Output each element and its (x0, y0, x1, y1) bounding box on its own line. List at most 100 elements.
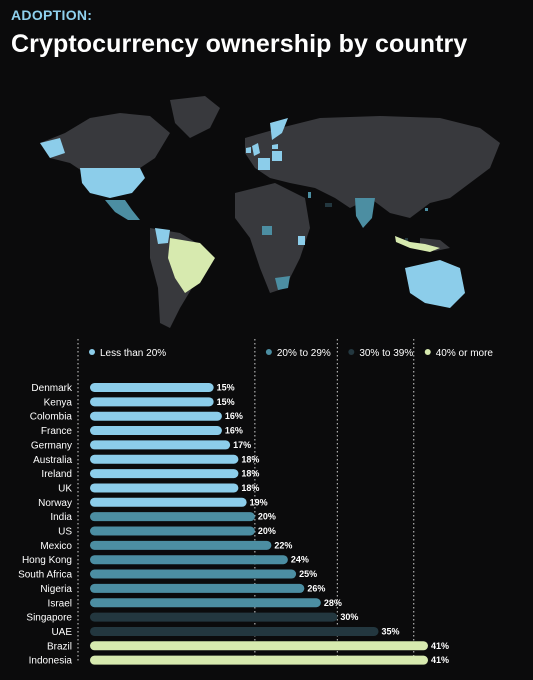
category-label: South Africa (18, 570, 72, 581)
bar (90, 655, 428, 665)
bar (90, 569, 297, 579)
value-label: 30% (340, 612, 358, 622)
category-label: France (41, 426, 73, 437)
bar (90, 483, 239, 493)
legend-swatch-2 (348, 349, 355, 355)
value-label: 16% (225, 411, 243, 421)
category-label: Australia (33, 455, 72, 466)
germany-shape (272, 151, 282, 161)
hong-kong-shape (425, 208, 428, 211)
land-default (40, 96, 500, 328)
category-label: Singapore (26, 613, 72, 624)
category-label: Ireland (41, 469, 72, 480)
legend-label-3: 40% or more (436, 348, 494, 359)
kenya-shape (298, 236, 305, 245)
kicker-label: ADOPTION: (11, 7, 93, 23)
singapore-shape (405, 238, 408, 241)
category-label: Israel (48, 598, 72, 609)
africa-shape (235, 183, 310, 293)
bar (90, 583, 305, 593)
legend-swatch-3 (424, 349, 431, 355)
legend: Less than 20% 20% to 29% 30% to 39% 40% or … (89, 348, 493, 359)
value-label: 20% (258, 512, 276, 522)
highlighted-countries (40, 118, 465, 308)
bar (90, 397, 214, 407)
value-label: 25% (299, 569, 317, 579)
category-label: Norway (38, 498, 72, 509)
bar (90, 469, 239, 479)
category-label: UAE (51, 627, 72, 638)
category-label: Nigeria (40, 584, 72, 595)
uk-shape (252, 143, 260, 156)
mexico-shape (105, 200, 140, 220)
alaska-shape (40, 138, 65, 158)
france-shape (258, 158, 270, 170)
us-shape (80, 168, 145, 198)
bar (90, 411, 222, 421)
ownership-bar-chart: Less than 20% 20% to 29% 30% to 39% 40% or … (18, 339, 493, 667)
category-label: India (50, 512, 72, 523)
category-label: Brazil (47, 641, 72, 652)
bar (90, 598, 321, 608)
legend-swatch-1 (265, 349, 272, 355)
colombia-shape (155, 228, 170, 244)
bar (90, 454, 239, 464)
value-label: 35% (382, 626, 400, 636)
value-label: 20% (258, 526, 276, 536)
bar (90, 497, 247, 507)
brazil-shape (168, 238, 215, 293)
category-label: UK (58, 483, 72, 494)
value-label: 18% (241, 469, 259, 479)
bar (90, 526, 255, 536)
legend-label-1: 20% to 29% (277, 348, 331, 359)
bar (90, 426, 222, 436)
north-america-shape (40, 113, 170, 198)
value-label: 15% (217, 383, 235, 393)
nigeria-shape (262, 226, 272, 235)
bar (90, 641, 428, 651)
value-label: 24% (291, 555, 309, 565)
value-label: 26% (307, 583, 325, 593)
value-label: 15% (217, 397, 235, 407)
category-label: Colombia (30, 412, 73, 423)
chart-title: Cryptocurrency ownership by country (11, 30, 468, 58)
bar (90, 626, 379, 636)
value-label: 19% (250, 497, 268, 507)
bar (90, 383, 214, 392)
bar (90, 512, 255, 522)
value-label: 41% (431, 655, 449, 665)
uae-shape (325, 203, 332, 207)
value-label: 22% (274, 540, 292, 550)
eurasia-shape (245, 116, 500, 218)
israel-shape (308, 192, 311, 198)
indonesia-shape (395, 236, 440, 252)
category-label: Indonesia (29, 656, 73, 667)
category-label: US (58, 527, 72, 538)
category-label: Germany (31, 440, 72, 451)
category-label: Kenya (44, 397, 73, 408)
denmark-shape (272, 144, 278, 149)
value-labels: 15% 15% 16% 16% 17% 18% 18% 18% 19% 20% 20% 22% 24% 2… (217, 383, 449, 666)
ireland-shape (246, 147, 251, 153)
south-africa-shape (275, 276, 290, 290)
india-shape (355, 198, 375, 228)
australia-shape (405, 260, 465, 308)
category-label: Mexico (40, 541, 72, 552)
value-label: 28% (324, 598, 342, 608)
norway-shape (270, 118, 288, 140)
category-label: Hong Kong (22, 555, 72, 566)
value-label: 18% (241, 483, 259, 493)
value-label: 41% (431, 641, 449, 651)
bar (90, 612, 338, 622)
bar (90, 540, 272, 550)
legend-label-2: 30% to 39% (359, 348, 413, 359)
value-label: 18% (241, 454, 259, 464)
legend-label-0: Less than 20% (100, 348, 166, 359)
legend-swatch-0 (89, 349, 95, 355)
world-map (40, 96, 500, 328)
bar (90, 440, 231, 450)
greenland-shape (170, 96, 220, 138)
bar (90, 555, 288, 565)
value-label: 16% (225, 426, 243, 436)
bars (90, 383, 428, 665)
